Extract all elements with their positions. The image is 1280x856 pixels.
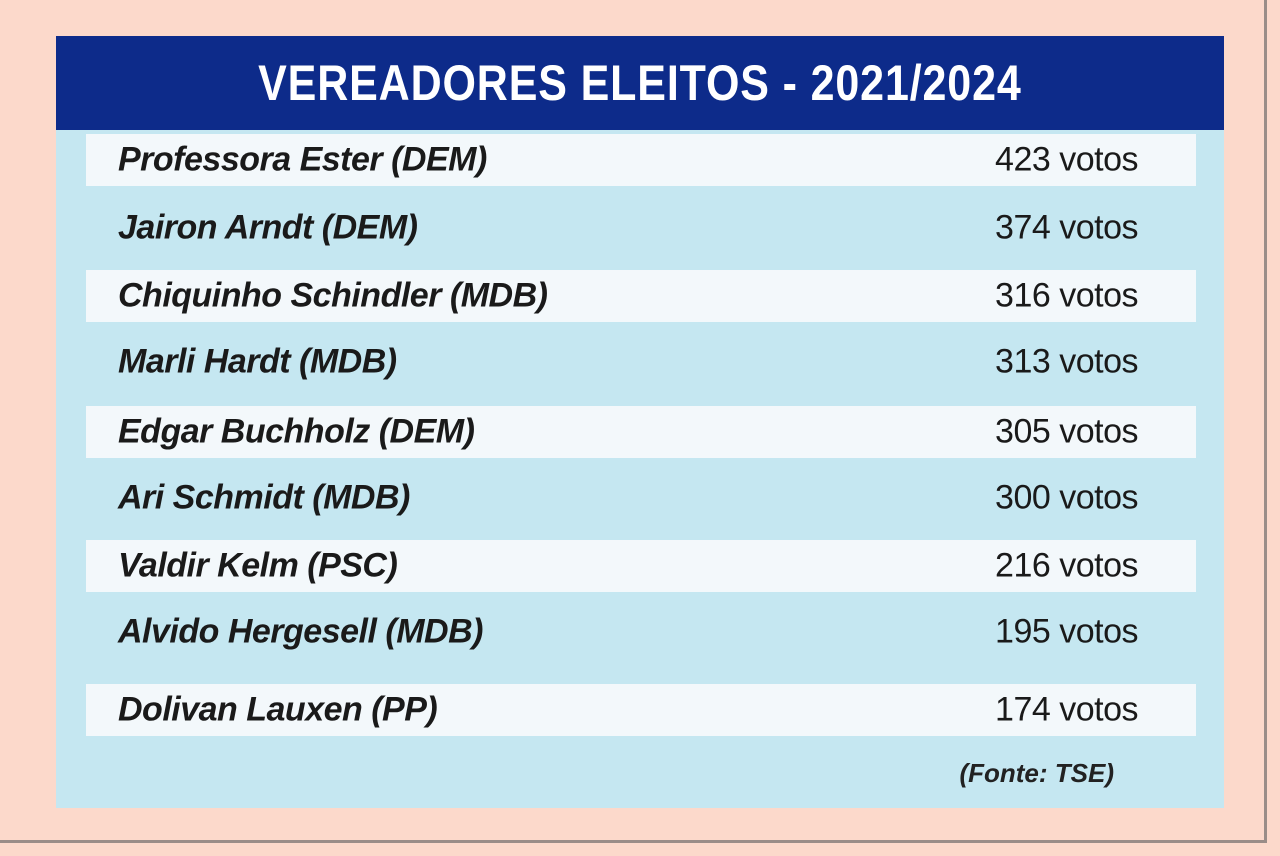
results-card: VEREADORES ELEITOS - 2021/2024 Professor…	[56, 36, 1224, 808]
candidate-name: Marli Hardt (MDB)	[118, 342, 397, 381]
candidate-name: Jairon Arndt (DEM)	[118, 208, 418, 247]
table-row: Valdir Kelm (PSC) 216 votos	[86, 540, 1196, 592]
candidate-name: Chiquinho Schindler (MDB)	[118, 276, 548, 315]
vote-count: 305 votos	[995, 412, 1138, 451]
vote-count: 174 votos	[995, 690, 1138, 729]
vote-count: 300 votos	[995, 478, 1138, 517]
table-row: Professora Ester (DEM) 423 votos	[86, 134, 1196, 186]
vote-count: 216 votos	[995, 546, 1138, 585]
page-frame	[0, 0, 1267, 843]
table-row: Alvido Hergesell (MDB) 195 votos	[86, 606, 1196, 658]
table-row: Chiquinho Schindler (MDB) 316 votos	[86, 270, 1196, 322]
vote-count: 313 votos	[995, 342, 1138, 381]
vote-count: 374 votos	[995, 208, 1138, 247]
candidate-name: Ari Schmidt (MDB)	[118, 478, 410, 517]
candidate-name: Alvido Hergesell (MDB)	[118, 612, 483, 651]
candidate-name: Edgar Buchholz (DEM)	[118, 412, 475, 451]
candidate-name: Professora Ester (DEM)	[118, 140, 487, 179]
vote-count: 316 votos	[995, 276, 1138, 315]
table-row: Marli Hardt (MDB) 313 votos	[86, 336, 1196, 388]
card-title: VEREADORES ELEITOS - 2021/2024	[258, 55, 1022, 111]
table-row: Dolivan Lauxen (PP) 174 votos	[86, 684, 1196, 736]
title-bar: VEREADORES ELEITOS - 2021/2024	[56, 36, 1224, 130]
table-row: Jairon Arndt (DEM) 374 votos	[86, 202, 1196, 254]
table-row: Ari Schmidt (MDB) 300 votos	[86, 472, 1196, 524]
source-note: (Fonte: TSE)	[959, 758, 1114, 788]
candidate-name: Valdir Kelm (PSC)	[118, 546, 398, 585]
candidate-name: Dolivan Lauxen (PP)	[118, 690, 438, 729]
table-row: Edgar Buchholz (DEM) 305 votos	[86, 406, 1196, 458]
vote-count: 195 votos	[995, 612, 1138, 651]
vote-count: 423 votos	[995, 140, 1138, 179]
